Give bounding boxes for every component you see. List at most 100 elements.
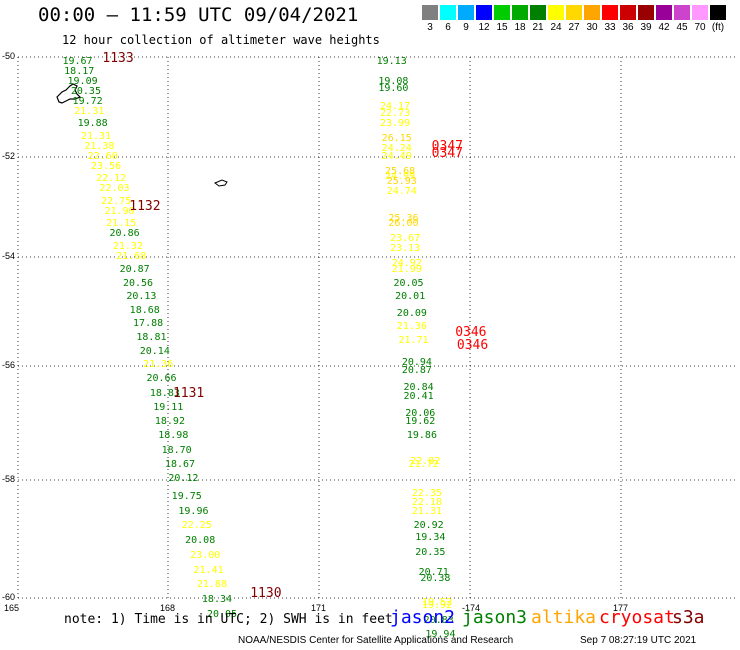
footer-timestamp: Sep 7 08:27:19 UTC 2021 <box>580 635 697 646</box>
wave-height-value: 23.13 <box>390 243 421 254</box>
legend-swatch <box>674 5 690 20</box>
wave-height-value: 25.93 <box>386 175 417 187</box>
pass-time-label: 0347 <box>431 146 463 161</box>
wave-height-value: 19.13 <box>376 55 407 67</box>
wave-height-value: 19.72 <box>72 95 103 107</box>
legend-label: 18 <box>514 22 526 33</box>
wave-height-value: 23.67 <box>390 233 421 244</box>
pass-time-label: 0346 <box>456 338 489 354</box>
wave-height-value: 23.56 <box>91 160 122 172</box>
wave-height-value: 25.36 <box>388 213 419 224</box>
legend-label: 70 <box>694 22 706 33</box>
legend-swatch <box>548 5 564 20</box>
pass-time-label: 1133 <box>102 51 134 66</box>
wave-height-value: 21.99 <box>391 263 422 275</box>
note-text: note: 1) Time is in UTC; 2) SWH is in fe… <box>64 612 393 627</box>
wave-height-value: 21.31 <box>74 105 105 117</box>
wave-height-value: 22.18 <box>411 496 443 508</box>
island-shape <box>214 179 228 187</box>
wave-height-value: 22.25 <box>181 520 212 532</box>
satellite-name: jason2 <box>390 607 456 628</box>
legend-label: 42 <box>658 22 670 33</box>
wave-height-value: 18.68 <box>129 304 160 316</box>
wave-height-value: 20.84 <box>403 381 434 393</box>
pass-time-label: 0347 <box>431 138 463 154</box>
legend-swatch <box>422 5 438 20</box>
latitude-label: -56 <box>2 360 16 370</box>
wave-height-value: 19.60 <box>378 83 409 94</box>
wave-height-value: 19.09 <box>67 75 98 87</box>
wave-height-value: 21.31 <box>411 505 443 517</box>
wave-height-value: 20.12 <box>168 473 199 485</box>
wave-height-value: 21.32 <box>112 240 143 252</box>
wave-height-value: 21.36 <box>396 321 427 333</box>
satellite-name: s3a <box>672 607 705 628</box>
wave-height-value: 19.62 <box>405 416 436 428</box>
legend-label: 36 <box>622 22 634 33</box>
legend-label: 33 <box>604 22 616 33</box>
wave-height-value: 20.87 <box>119 263 150 275</box>
wave-height-value: 23.99 <box>380 118 411 129</box>
wave-height-value: 24.74 <box>386 185 417 197</box>
wave-height-value: 18.67 <box>164 458 196 470</box>
longitude-label: -174 <box>462 603 481 613</box>
wave-height-value: 19.11 <box>153 401 184 413</box>
graticule <box>17 56 738 600</box>
wave-height-value: 21.72 <box>408 458 439 470</box>
wave-height-value: 26.15 <box>381 133 412 144</box>
legend-label: 15 <box>496 22 508 33</box>
wave-height-value: 24.49 <box>381 150 412 162</box>
wave-height-value: 19.96 <box>178 505 209 517</box>
wave-height-value: 19.67 <box>62 55 93 67</box>
legend-label: (ft) <box>711 22 725 33</box>
latitude-label: -52 <box>2 151 16 161</box>
wave-height-value: 18.81 <box>136 332 167 344</box>
latitude-label: -58 <box>2 474 16 484</box>
map-title: 00:00 – 11:59 UTC 09/04/2021 <box>38 4 359 26</box>
wave-height-value: 21.88 <box>196 579 227 591</box>
wave-height-value: 24.92 <box>391 258 422 270</box>
legend-label: 9 <box>463 22 469 33</box>
wave-height-value: 20.09 <box>396 307 427 319</box>
wave-height-value: 20.94 <box>401 356 432 368</box>
longitude-label: 177 <box>613 603 629 613</box>
satellite-name: jason3 <box>462 607 528 628</box>
legend-swatch <box>638 5 654 20</box>
wave-height-value: 21.90 <box>104 205 135 217</box>
wave-height-value: 20.71 <box>418 567 449 579</box>
legend-swatch <box>620 5 636 20</box>
latitude-label: -60 <box>2 592 16 602</box>
wave-height-value: 20.14 <box>139 345 170 357</box>
wave-height-value: 19.34 <box>415 532 446 544</box>
wave-height-value: 18.70 <box>161 444 192 456</box>
wave-height-value: 20.05 <box>393 277 424 289</box>
wave-height-value: 19.86 <box>406 430 437 442</box>
wave-height-value: 18.83 <box>149 387 180 399</box>
pass-time-label: 0346 <box>455 324 487 340</box>
legend-label: 21 <box>532 22 544 33</box>
legend-swatch <box>494 5 510 20</box>
wave-height-value: 20.92 <box>413 520 444 532</box>
legend-swatch <box>512 5 528 20</box>
wave-height-value: 21.68 <box>116 250 147 262</box>
legend-swatch <box>476 5 492 20</box>
longitude-label: 171 <box>311 603 327 613</box>
wave-height-value: 19.08 <box>378 75 409 87</box>
legend-swatch <box>692 5 708 20</box>
legend-swatch <box>458 5 474 20</box>
legend-swatch <box>584 5 600 20</box>
wave-height-value: 20.87 <box>401 364 432 376</box>
legend-label: 3 <box>427 22 433 33</box>
wave-height-value: 21.71 <box>398 334 429 346</box>
legend-label: 45 <box>676 22 688 33</box>
map-subtitle: 12 hour collection of altimeter wave hei… <box>62 33 380 47</box>
wave-height-value: 24.17 <box>380 100 411 112</box>
satellite-name: cryosat <box>599 607 675 628</box>
legend-label: 24 <box>550 22 562 33</box>
wave-height-value: 22.60 <box>87 150 118 162</box>
island-shape <box>56 83 82 104</box>
wave-height-value: 19.88 <box>77 118 108 129</box>
legend-label: 6 <box>445 22 451 33</box>
wave-height-value: 21.15 <box>106 218 137 229</box>
